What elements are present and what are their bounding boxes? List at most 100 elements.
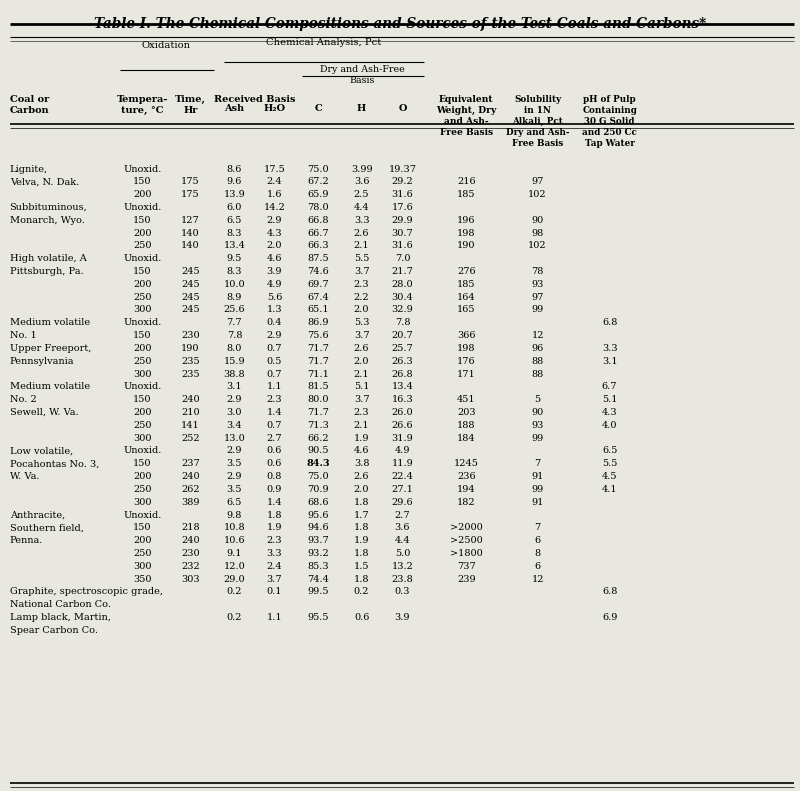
Text: 3.0: 3.0 [226, 408, 242, 417]
Text: 250: 250 [133, 421, 152, 430]
Text: 3.9: 3.9 [394, 613, 410, 622]
Text: 3.1: 3.1 [602, 357, 618, 365]
Text: 3.3: 3.3 [602, 344, 618, 353]
Text: 240: 240 [181, 472, 200, 481]
Text: 8.6: 8.6 [226, 165, 242, 173]
Text: 5.6: 5.6 [266, 293, 282, 301]
Text: 3.3: 3.3 [354, 216, 370, 225]
Text: 99: 99 [531, 305, 544, 315]
Text: 1.6: 1.6 [266, 190, 282, 199]
Text: 70.9: 70.9 [307, 485, 330, 494]
Text: 350: 350 [133, 574, 152, 584]
Text: 3.7: 3.7 [354, 267, 370, 276]
Text: 1.8: 1.8 [354, 549, 370, 558]
Text: Spear Carbon Co.: Spear Carbon Co. [10, 626, 98, 635]
Text: 71.1: 71.1 [307, 369, 330, 379]
Text: 10.0: 10.0 [223, 280, 246, 289]
Text: 190: 190 [457, 241, 476, 251]
Text: 237: 237 [181, 460, 200, 468]
Text: 2.0: 2.0 [354, 357, 370, 365]
Text: Unoxid.: Unoxid. [123, 510, 162, 520]
Text: 176: 176 [457, 357, 476, 365]
Text: 1.4: 1.4 [266, 498, 282, 507]
Text: 0.4: 0.4 [266, 318, 282, 327]
Text: 5.3: 5.3 [354, 318, 370, 327]
Text: 0.3: 0.3 [394, 588, 410, 596]
Text: 0.8: 0.8 [266, 472, 282, 481]
Text: 276: 276 [457, 267, 476, 276]
Text: 26.6: 26.6 [391, 421, 414, 430]
Text: 25.7: 25.7 [391, 344, 414, 353]
Text: 84.3: 84.3 [306, 460, 330, 468]
Text: 150: 150 [133, 267, 152, 276]
Text: 165: 165 [457, 305, 476, 315]
Text: 8.3: 8.3 [226, 229, 242, 237]
Text: 182: 182 [457, 498, 476, 507]
Text: 65.1: 65.1 [307, 305, 330, 315]
Text: Medium volatile: Medium volatile [10, 382, 90, 392]
Text: 2.9: 2.9 [226, 396, 242, 404]
Text: 75.0: 75.0 [307, 165, 330, 173]
Text: 8.3: 8.3 [226, 267, 242, 276]
Text: 2.7: 2.7 [394, 510, 410, 520]
Text: Low volatile,: Low volatile, [10, 446, 73, 456]
Text: 78.0: 78.0 [307, 203, 330, 212]
Text: 2.2: 2.2 [354, 293, 370, 301]
Text: 16.3: 16.3 [391, 396, 414, 404]
Text: Unoxid.: Unoxid. [123, 446, 162, 456]
Text: Southern field,: Southern field, [10, 524, 83, 532]
Text: 3.6: 3.6 [394, 524, 410, 532]
Text: 300: 300 [133, 498, 152, 507]
Text: 150: 150 [133, 177, 152, 187]
Text: 2.4: 2.4 [266, 562, 282, 571]
Text: 26.3: 26.3 [391, 357, 414, 365]
Text: 389: 389 [181, 498, 200, 507]
Text: 4.3: 4.3 [266, 229, 282, 237]
Text: 68.6: 68.6 [308, 498, 329, 507]
Text: 0.1: 0.1 [266, 588, 282, 596]
Text: 236: 236 [457, 472, 476, 481]
Text: 2.9: 2.9 [226, 446, 242, 456]
Text: 26.8: 26.8 [391, 369, 414, 379]
Text: Velva, N. Dak.: Velva, N. Dak. [10, 177, 79, 187]
Text: 8: 8 [534, 549, 541, 558]
Text: 2.9: 2.9 [266, 216, 282, 225]
Text: Unoxid.: Unoxid. [123, 382, 162, 392]
Text: 75.0: 75.0 [307, 472, 330, 481]
Text: 3.3: 3.3 [266, 549, 282, 558]
Text: High volatile, A: High volatile, A [10, 254, 86, 263]
Text: 7.7: 7.7 [226, 318, 242, 327]
Text: 252: 252 [181, 433, 200, 443]
Text: Sewell, W. Va.: Sewell, W. Va. [10, 408, 78, 417]
Text: 65.9: 65.9 [308, 190, 329, 199]
Text: Unoxid.: Unoxid. [123, 203, 162, 212]
Text: Oxidation: Oxidation [142, 41, 191, 50]
Text: 300: 300 [133, 433, 152, 443]
Text: 250: 250 [133, 549, 152, 558]
Text: 10.6: 10.6 [223, 536, 246, 545]
Text: 0.6: 0.6 [266, 446, 282, 456]
Text: 13.0: 13.0 [223, 433, 246, 443]
Text: 66.3: 66.3 [307, 241, 330, 251]
Text: H: H [357, 104, 366, 113]
Text: 7: 7 [534, 524, 541, 532]
Text: 127: 127 [181, 216, 200, 225]
Text: 175: 175 [181, 177, 200, 187]
Text: 2.7: 2.7 [266, 433, 282, 443]
Text: 3.5: 3.5 [226, 460, 242, 468]
Text: 29.2: 29.2 [391, 177, 414, 187]
Text: 10.8: 10.8 [223, 524, 246, 532]
Text: 0.6: 0.6 [266, 460, 282, 468]
Text: 6.5: 6.5 [602, 446, 618, 456]
Text: Medium volatile: Medium volatile [10, 318, 90, 327]
Text: Unoxid.: Unoxid. [123, 318, 162, 327]
Text: 232: 232 [181, 562, 200, 571]
Text: 0.5: 0.5 [266, 357, 282, 365]
Text: 171: 171 [457, 369, 476, 379]
Text: 1.3: 1.3 [266, 305, 282, 315]
Text: 32.9: 32.9 [391, 305, 414, 315]
Text: 0.7: 0.7 [266, 421, 282, 430]
Text: 6.8: 6.8 [602, 318, 618, 327]
Text: 4.6: 4.6 [354, 446, 370, 456]
Text: 0.2: 0.2 [354, 588, 370, 596]
